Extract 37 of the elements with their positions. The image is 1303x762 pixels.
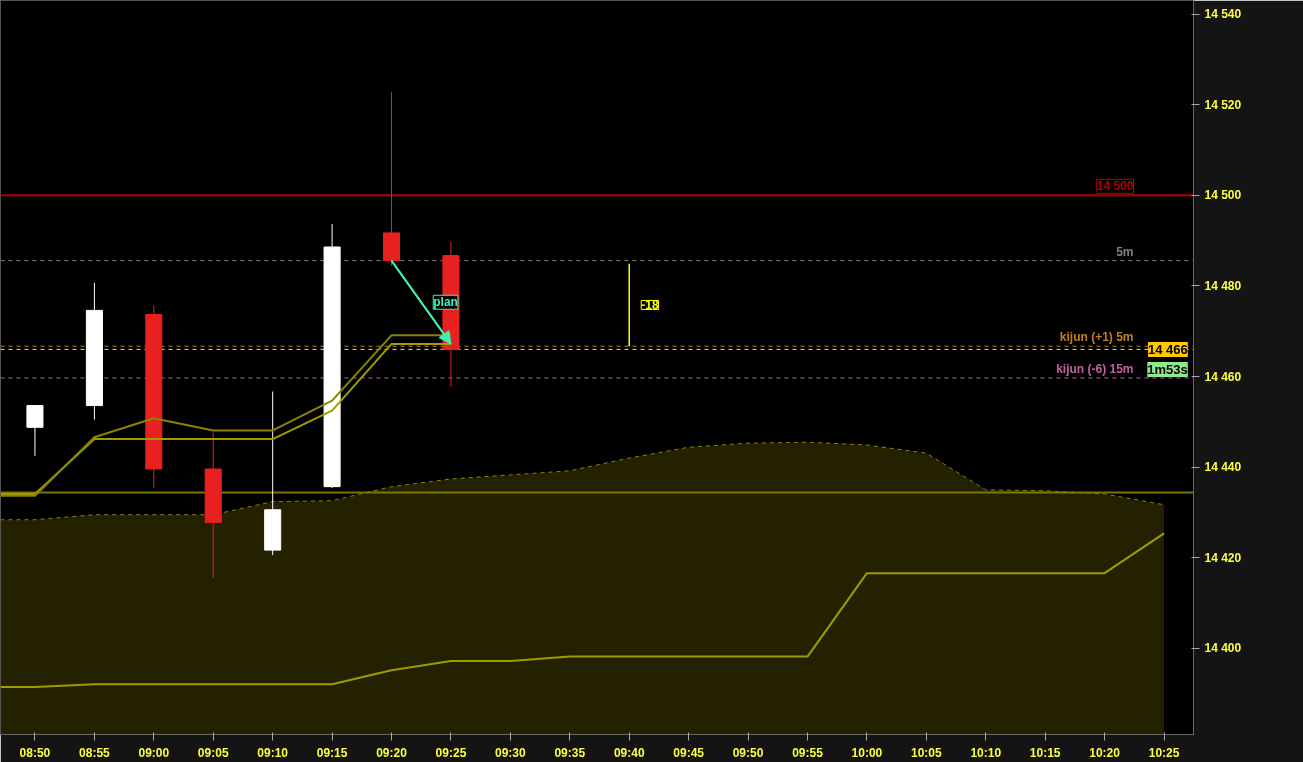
y-tick-label: 14 440 xyxy=(1204,460,1242,475)
x-tick-label: 10:05 xyxy=(910,745,942,760)
y-tick-label: 14 420 xyxy=(1204,550,1242,565)
x-tick-label: 09:00 xyxy=(138,745,170,760)
candlestick xyxy=(26,405,44,457)
x-tick-label: 10:10 xyxy=(970,745,1002,760)
x-tick-label: 09:35 xyxy=(554,745,586,760)
x-tick-label: 09:55 xyxy=(792,745,824,760)
x-tick-label: 09:10 xyxy=(257,745,289,760)
annotation: 14 466 xyxy=(1148,341,1188,357)
x-tick-label: 08:55 xyxy=(79,745,111,760)
x-tick-label: 09:25 xyxy=(435,745,467,760)
ref-line-label: 14 500 xyxy=(1096,179,1134,194)
x-tick-label: 10:20 xyxy=(1089,745,1121,760)
y-tick-label: 14 400 xyxy=(1204,641,1242,656)
x-tick-label: 10:00 xyxy=(851,745,883,760)
y-tick-label: 14 460 xyxy=(1204,369,1242,384)
ref-line-label: 5m xyxy=(1116,244,1134,259)
x-tick-label: 10:15 xyxy=(1029,745,1061,760)
y-tick-label: 14 480 xyxy=(1204,278,1242,293)
x-tick-label: 08:50 xyxy=(19,745,51,760)
y-tick-label: 14 520 xyxy=(1204,97,1242,112)
x-tick-label: 09:30 xyxy=(495,745,527,760)
x-tick-label: 09:45 xyxy=(673,745,705,760)
ref-line-label: kijun (+1) 5m xyxy=(1059,330,1134,345)
series-label: plan xyxy=(433,295,458,310)
line-series xyxy=(0,532,1166,688)
y-tick-label: 14 540 xyxy=(1204,7,1242,22)
x-tick-label: 10:25 xyxy=(1148,745,1180,760)
x-tick-label: 09:20 xyxy=(376,745,408,760)
x-tick-label: 09:15 xyxy=(316,745,348,760)
y-tick-label: 14 500 xyxy=(1204,188,1242,203)
x-tick-label: 09:05 xyxy=(197,745,229,760)
x-tick-label: 09:50 xyxy=(732,745,764,760)
annotation: 1m53s xyxy=(1147,361,1188,377)
ref-line-label: kijun (-6) 15m xyxy=(1056,361,1134,376)
x-tick-label: 09:40 xyxy=(613,745,645,760)
